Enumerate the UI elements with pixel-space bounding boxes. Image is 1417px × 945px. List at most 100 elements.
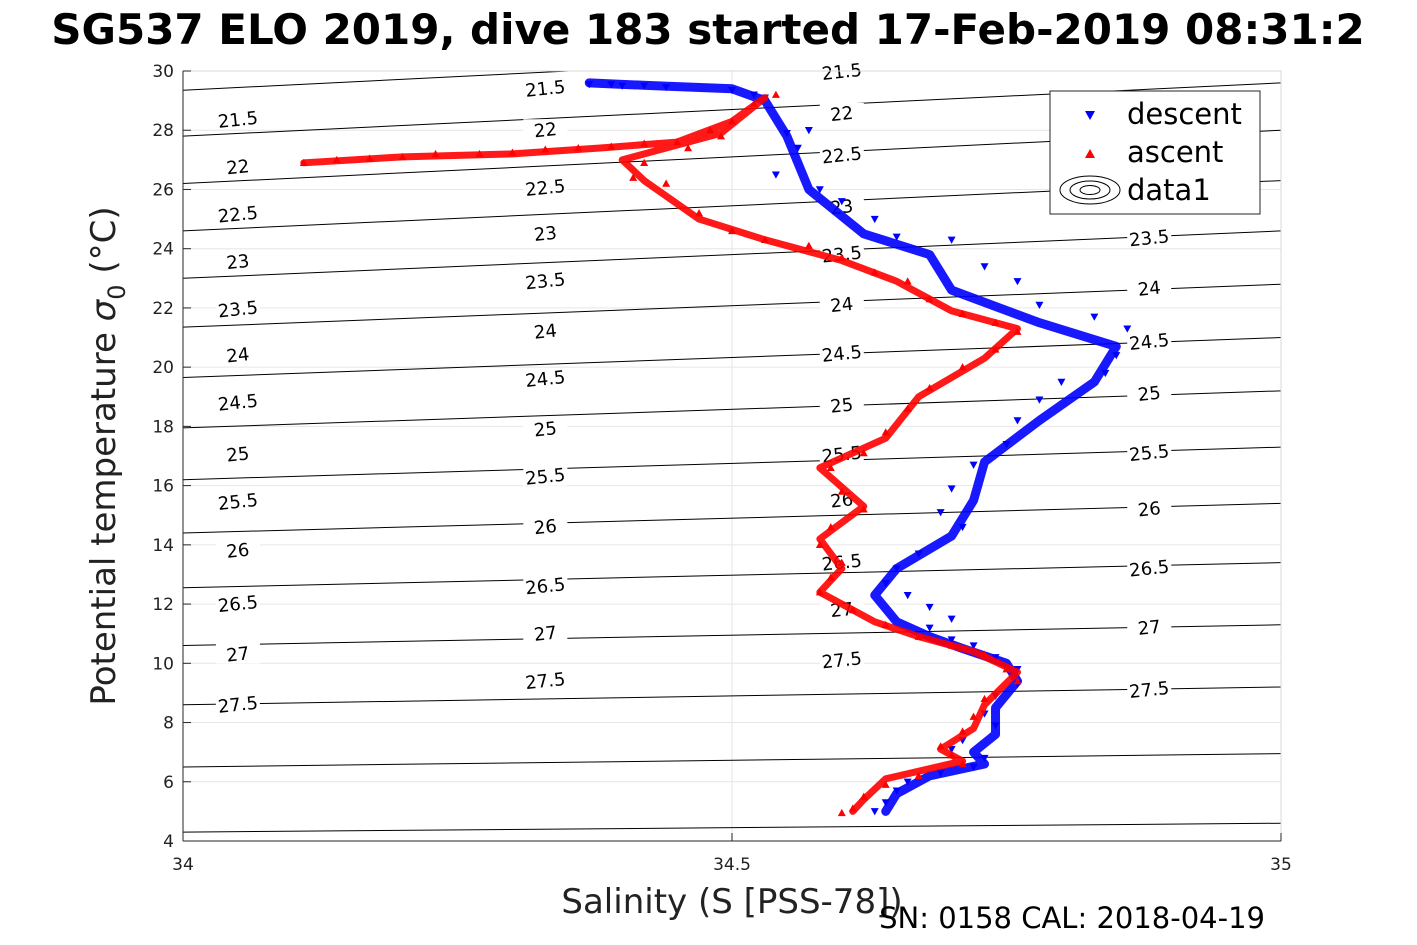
ascent-point: [870, 268, 879, 276]
contour-label-bg: [819, 144, 864, 165]
y-tick-label: 12: [152, 595, 174, 615]
ascent-point: [1013, 327, 1022, 335]
contour-label-bg: [1127, 330, 1172, 351]
descent-point: [903, 778, 912, 786]
descent-point: [947, 236, 956, 244]
ascent-point: [958, 309, 967, 318]
contour-label-bg: [523, 418, 568, 439]
descent-point: [1090, 313, 1099, 321]
descent-point: [925, 603, 934, 612]
descent-point: [925, 624, 934, 632]
x-tick-label: 34.5: [713, 855, 751, 875]
contour-label-bg: [1127, 678, 1172, 699]
contour-label-bg: [523, 368, 568, 388]
y-tick-label: 6: [163, 773, 174, 793]
contour-label: 23: [225, 251, 250, 274]
descent-point: [936, 509, 945, 517]
descent-point: [969, 461, 978, 469]
ascent-point: [881, 780, 890, 788]
contour-label-bg: [523, 119, 568, 140]
descent-point: [618, 82, 627, 90]
ascent-point: [848, 804, 857, 812]
ascent-point: [629, 173, 638, 181]
ascent-point: [332, 155, 341, 164]
contour-label-bg: [215, 344, 260, 365]
contour-line: [183, 283, 1281, 328]
y-label-sub: 0: [103, 284, 131, 299]
ascent-point: [936, 742, 945, 750]
contour-label-bg: [215, 693, 260, 714]
ascent-point: [299, 158, 308, 167]
contour-line: [183, 71, 579, 91]
y-tick-label: 30: [152, 62, 174, 82]
descent-point: [815, 186, 824, 194]
contour-label-bg: [819, 102, 864, 123]
contour-label: 27.5: [1128, 678, 1170, 703]
descent-point: [782, 129, 791, 138]
descent-point: [1035, 301, 1044, 309]
descent-point: [1123, 325, 1132, 333]
contour-label-bg: [215, 298, 260, 319]
contour-label: 27: [1137, 617, 1162, 640]
y-tick-label: 16: [152, 477, 174, 497]
contour-label: 25.5: [1128, 441, 1170, 466]
contour-label-bg: [215, 108, 260, 129]
descent-point: [881, 799, 890, 807]
ascent-point: [706, 126, 715, 134]
y-tick-label: 20: [152, 358, 174, 378]
ascent-point: [662, 179, 671, 187]
ascent-point: [991, 345, 1000, 353]
descent-point: [903, 591, 912, 600]
x-tick-label: 35: [1270, 855, 1292, 875]
ascent-point: [728, 226, 736, 235]
contour-label: 23.5: [524, 269, 566, 294]
contour-label-bg: [523, 622, 568, 643]
chart-title: SG537 ELO 2019, dive 183 started 17-Feb-…: [51, 5, 1364, 54]
y-tick-label: 10: [152, 654, 174, 674]
legend-descent-marker: [1085, 111, 1095, 120]
ascent-point: [1013, 677, 1022, 685]
legend-ascent-marker: [1085, 149, 1095, 158]
contour-label: 24.5: [821, 342, 863, 367]
contour-label-bg: [215, 251, 260, 272]
ascent-point: [760, 235, 769, 244]
ascent-point: [475, 149, 484, 158]
y-tick-label: 4: [163, 832, 174, 852]
descent-point: [969, 763, 978, 771]
contour-label-bg: [819, 599, 864, 619]
descent-point: [585, 81, 594, 89]
descent-point: [728, 87, 736, 95]
descent-point: [914, 550, 923, 558]
descent-point: [749, 91, 758, 99]
contour-line: [183, 753, 1281, 768]
contour-label-bg: [819, 394, 864, 415]
descent-point: [947, 745, 956, 754]
contour-label: 22: [533, 119, 558, 142]
contour-label: 26: [533, 516, 558, 539]
ascent-point: [574, 144, 583, 152]
contour-label-bg: [215, 490, 260, 511]
contour-label-bg: [819, 293, 864, 314]
contour-label-bg: [819, 649, 864, 670]
legend-data1-label: data1: [1127, 173, 1211, 207]
contour-label-bg: [523, 320, 568, 341]
serial-cal-footer: SN: 0158 CAL: 2018-04-19: [879, 901, 1265, 935]
ascent-point: [728, 117, 736, 125]
descent-point: [1013, 278, 1022, 286]
contour-line: [183, 446, 1281, 481]
contour-label: 22.5: [821, 143, 863, 168]
ascent-point: [837, 487, 846, 495]
x-ticks: 34 34.5 35: [172, 833, 1292, 875]
descent-point: [870, 808, 879, 816]
contour-label: 24: [1137, 278, 1162, 301]
contour-label: 25: [1137, 383, 1162, 406]
y-tick-label: 14: [152, 536, 174, 556]
x-tick-label: 34: [172, 855, 194, 875]
descent-point: [947, 615, 956, 623]
contour-label: 22.5: [524, 176, 566, 201]
contour-line: [183, 686, 1281, 706]
ascent-point: [980, 694, 989, 703]
contour-label-bg: [523, 575, 568, 596]
contour-label: 25.5: [524, 465, 566, 490]
contour-label-bg: [215, 643, 260, 664]
